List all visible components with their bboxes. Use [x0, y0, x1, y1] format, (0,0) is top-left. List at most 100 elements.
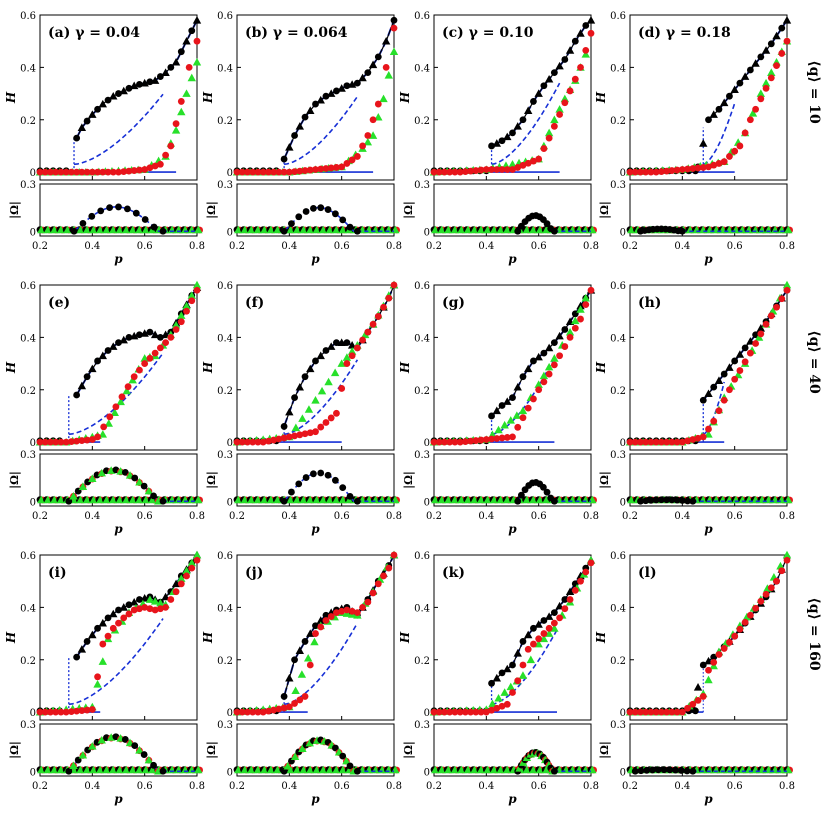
panel-c-top-frame: [433, 14, 592, 181]
green-omega-marker: [95, 765, 105, 774]
x-tick-label: 0.4: [674, 781, 690, 792]
red-marker: [519, 414, 527, 422]
red-marker: [477, 436, 485, 444]
green-omega-marker: [470, 765, 479, 774]
green-marker: [192, 550, 202, 559]
green-omega-marker: [431, 225, 440, 234]
green-marker: [782, 280, 792, 289]
red-marker: [689, 165, 697, 172]
red-marker: [380, 303, 387, 311]
omega-axis-label: |Ω|: [8, 471, 21, 489]
red-marker: [146, 164, 154, 172]
black-marker: [778, 24, 786, 32]
green-omega-marker: [319, 765, 328, 774]
red-marker: [642, 708, 650, 716]
red-marker: [571, 75, 579, 83]
x-tick-label: 0.8: [779, 781, 795, 792]
red-marker: [57, 168, 65, 176]
green-omega-marker: [305, 738, 314, 747]
red-marker: [626, 168, 634, 176]
black-upper-line: [283, 284, 395, 427]
green-omega-marker: [503, 225, 512, 234]
green-omega-marker: [135, 225, 144, 234]
black-marker: [322, 611, 330, 619]
red-marker: [141, 603, 149, 611]
black-omega-marker: [517, 491, 525, 499]
h-tick-label: 0.2: [414, 116, 430, 127]
theory-unstable-branch: [491, 357, 556, 436]
black-marker: [291, 394, 298, 402]
black-marker: [561, 56, 569, 63]
black-marker: [540, 82, 548, 90]
green-omega-marker: [283, 762, 292, 770]
black-omega-marker: [550, 227, 558, 235]
black-marker: [720, 98, 729, 107]
x-tick-label: 0.8: [583, 781, 599, 792]
green-marker: [310, 637, 319, 646]
red-marker: [306, 166, 314, 174]
red-marker: [582, 568, 590, 576]
black-marker: [726, 92, 733, 100]
red-marker: [130, 606, 138, 614]
black-marker: [295, 646, 304, 654]
red-marker: [503, 166, 511, 173]
green-omega-marker: [234, 225, 243, 234]
red-marker: [705, 425, 712, 433]
red-marker: [348, 607, 356, 615]
black-marker: [192, 16, 202, 24]
red-marker: [57, 438, 65, 446]
green-omega-marker: [240, 225, 250, 234]
omega-tick-label: 0.3: [610, 720, 626, 731]
red-marker: [244, 168, 251, 176]
green-omega-marker: [476, 495, 486, 504]
red-marker: [249, 708, 257, 716]
x-tick-label: 0.4: [674, 511, 690, 522]
green-omega-marker: [122, 765, 131, 774]
black-marker: [140, 594, 149, 602]
green-marker: [187, 73, 196, 82]
black-marker: [125, 84, 133, 92]
black-omega-marker: [550, 767, 558, 775]
black-marker: [312, 622, 319, 630]
black-marker: [171, 57, 181, 66]
black-omega-marker: [353, 767, 361, 775]
black-marker: [710, 653, 718, 661]
green-marker: [98, 657, 107, 665]
black-marker: [540, 349, 548, 357]
red-marker: [746, 116, 754, 124]
x-axis-label: p: [704, 792, 713, 806]
red-marker: [524, 159, 532, 167]
green-marker: [550, 115, 559, 124]
red-marker: [57, 708, 65, 716]
green-marker: [337, 359, 346, 367]
red-marker: [571, 586, 579, 594]
red-marker: [52, 708, 60, 716]
x-tick-label: 0.8: [583, 511, 599, 522]
panel-label: (a) γ = 0.04: [48, 25, 140, 41]
black-omega-marker: [673, 496, 681, 504]
green-omega-marker: [50, 765, 59, 774]
black-marker: [736, 79, 744, 87]
red-marker: [88, 168, 96, 176]
red-marker: [390, 551, 398, 559]
x-tick-label: 0.4: [84, 781, 100, 792]
red-marker: [631, 438, 639, 446]
green-marker: [576, 305, 585, 313]
red-marker: [78, 437, 86, 444]
red-marker: [561, 605, 569, 613]
black-omega-marker: [159, 227, 167, 235]
black-marker: [492, 139, 501, 147]
red-marker: [333, 164, 340, 171]
x-tick-label: 0.2: [426, 781, 442, 792]
panel-a-bottom-frame: [39, 183, 198, 237]
red-marker: [587, 29, 595, 37]
red-marker: [535, 635, 543, 643]
black-marker: [503, 397, 512, 405]
red-marker: [385, 564, 393, 572]
red-marker: [47, 168, 54, 176]
black-omega-marker: [637, 497, 644, 505]
black-omega-marker: [106, 204, 114, 212]
red-marker: [689, 700, 697, 708]
h-tick-label: 0: [30, 438, 36, 449]
black-marker: [503, 664, 512, 673]
